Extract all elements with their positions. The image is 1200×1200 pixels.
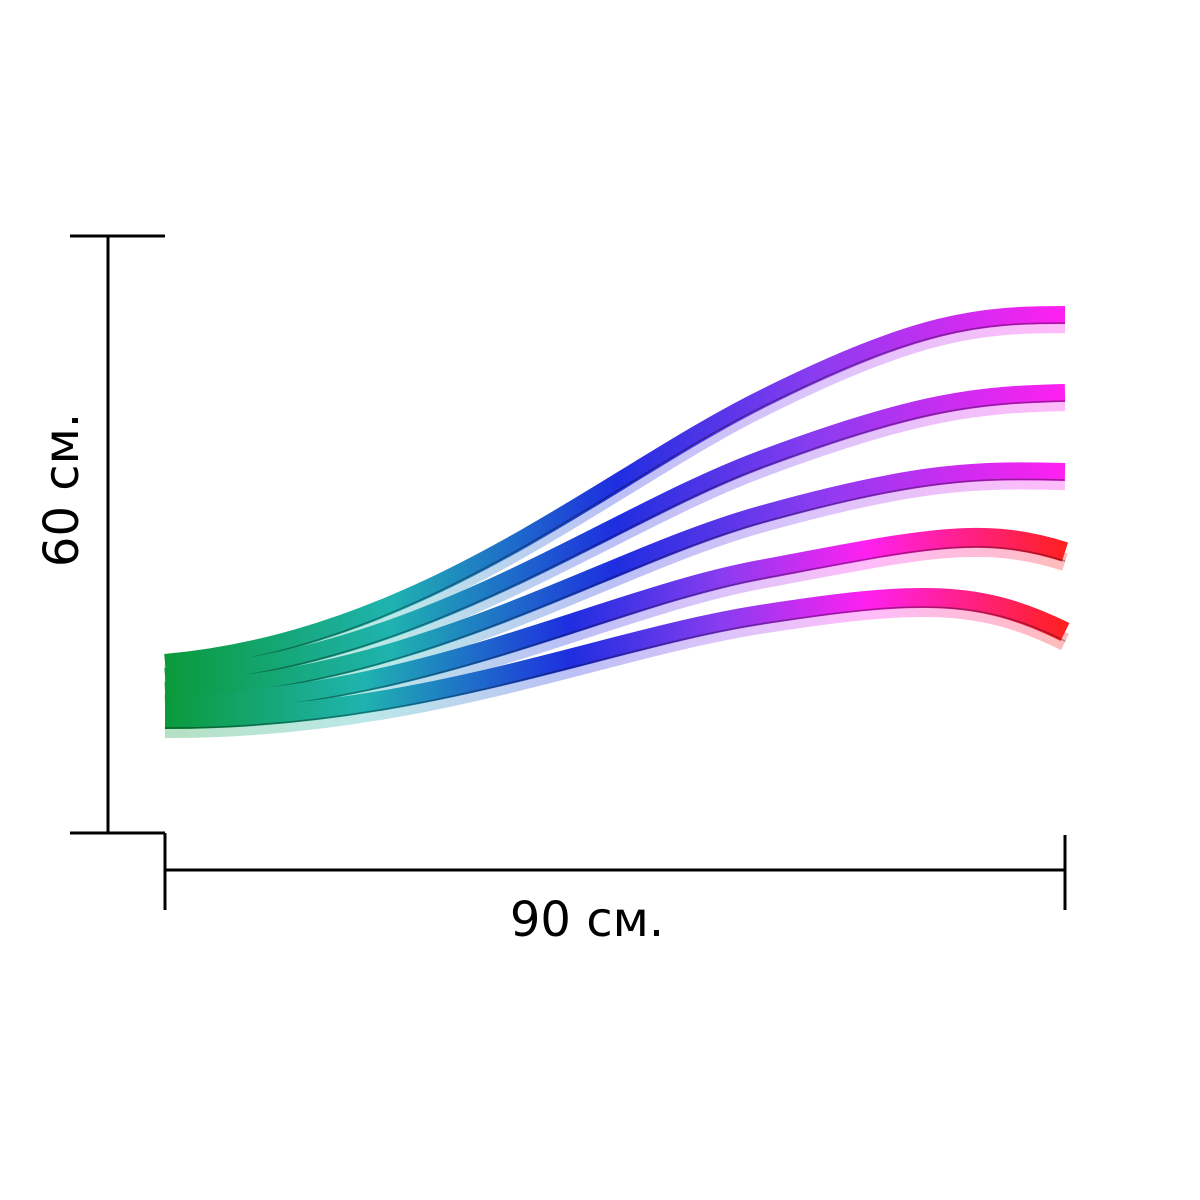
- wave-band: [164, 384, 1066, 686]
- height-label: 60 см.: [34, 413, 90, 567]
- wave-edge: [164, 400, 1066, 686]
- wave-band: [164, 587, 1070, 730]
- wave-shadow: [164, 394, 1066, 696]
- width-dimension: 90 см.: [163, 833, 1067, 948]
- wave-band: [164, 462, 1066, 700]
- wave-artwork: [164, 306, 1070, 739]
- wave-edge: [164, 606, 1066, 729]
- wave-shadow: [164, 473, 1066, 710]
- wave-edge: [164, 546, 1066, 715]
- wave-edge: [164, 478, 1066, 700]
- height-dimension: 60 см.: [34, 234, 165, 835]
- width-label: 90 см.: [510, 892, 664, 948]
- wave-edge: [164, 322, 1066, 672]
- wave-band: [164, 306, 1066, 672]
- wave-band: [164, 527, 1069, 715]
